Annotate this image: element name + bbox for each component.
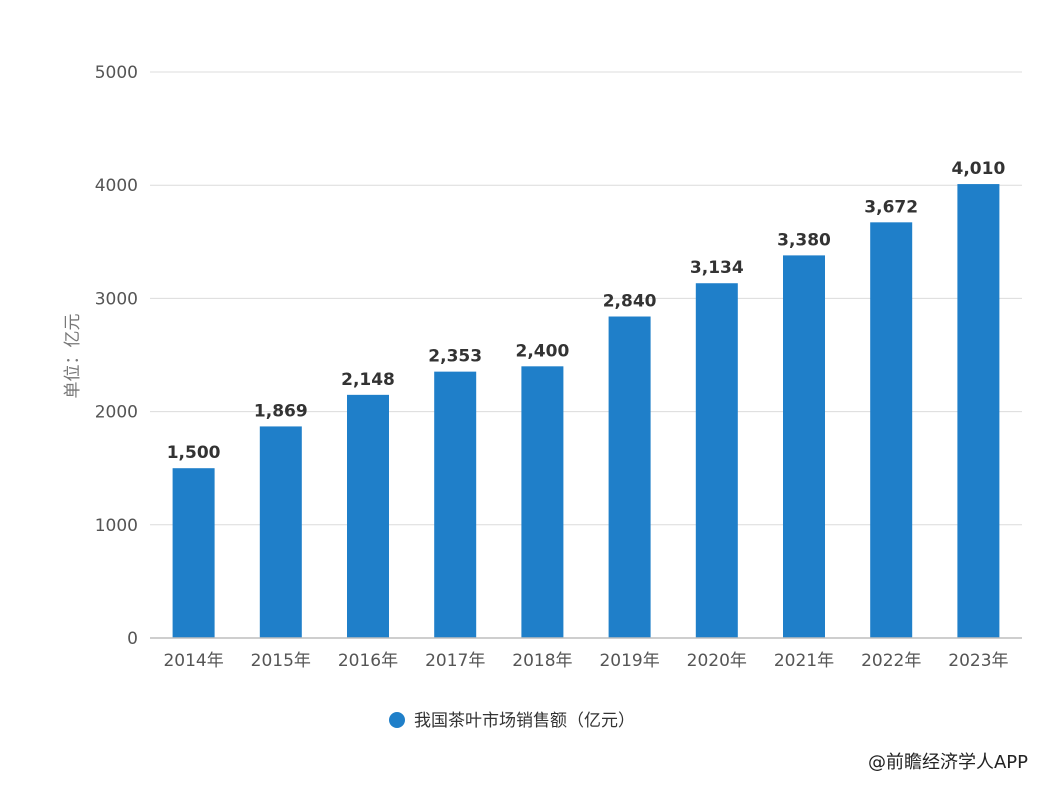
bar-value-label: 3,672 [864,197,918,217]
bar-value-label: 1,500 [167,443,221,463]
source-credit: @前瞻经济学人APP [868,752,1028,773]
bar[interactable] [695,283,738,638]
y-tick-label: 1000 [95,516,138,536]
y-tick-label: 2000 [95,403,138,423]
bar-value-label: 4,010 [952,159,1006,179]
legend-marker-icon [389,712,405,728]
bar-value-label: 3,134 [690,258,744,278]
y-tick-label: 3000 [95,289,138,309]
x-tick-label: 2015年 [251,651,311,671]
bar[interactable] [172,468,215,638]
x-tick-label: 2014年 [163,651,223,671]
bar[interactable] [870,222,913,639]
bar-value-label: 2,148 [341,370,395,390]
y-tick-label: 5000 [95,63,138,83]
y-axis-ticks: 0 1000 2000 3000 4000 5000 [95,63,138,649]
bars [172,184,1000,639]
x-tick-label: 2017年 [425,651,485,671]
bar[interactable] [783,255,825,638]
x-tick-label: 2023年 [948,651,1008,671]
bar[interactable] [608,316,651,638]
bar[interactable] [957,184,1000,638]
legend-label: 我国茶叶市场销售额（亿元） [414,711,635,731]
y-tick-label: 4000 [95,176,138,196]
bar[interactable] [259,426,302,638]
bar[interactable] [347,394,389,638]
legend[interactable]: 我国茶叶市场销售额（亿元） [389,711,635,731]
bar-value-label: 3,380 [777,230,831,250]
bar-data-labels: 1,500 1,869 2,148 2,353 2,400 2,840 3,134 3,380… [167,159,1006,463]
bar-value-label: 1,869 [254,401,308,421]
x-tick-label: 2016年 [338,651,398,671]
x-tick-label: 2022年 [861,651,921,671]
bar-value-label: 2,353 [428,347,482,367]
y-tick-label: 0 [127,629,138,649]
y-axis-label: 单位：亿元 [63,314,83,399]
x-axis-ticks: 2014年 2015年 2016年 2017年 2018年 2019年 2020年 2021年… [163,651,1008,671]
bar[interactable] [521,366,564,638]
bar[interactable] [434,371,477,638]
x-tick-label: 2021年 [774,651,834,671]
x-tick-label: 2019年 [599,651,659,671]
bar-value-label: 2,400 [516,341,570,361]
x-tick-label: 2018年 [512,651,572,671]
x-tick-label: 2020年 [687,651,747,671]
bar-value-label: 2,840 [603,292,657,312]
